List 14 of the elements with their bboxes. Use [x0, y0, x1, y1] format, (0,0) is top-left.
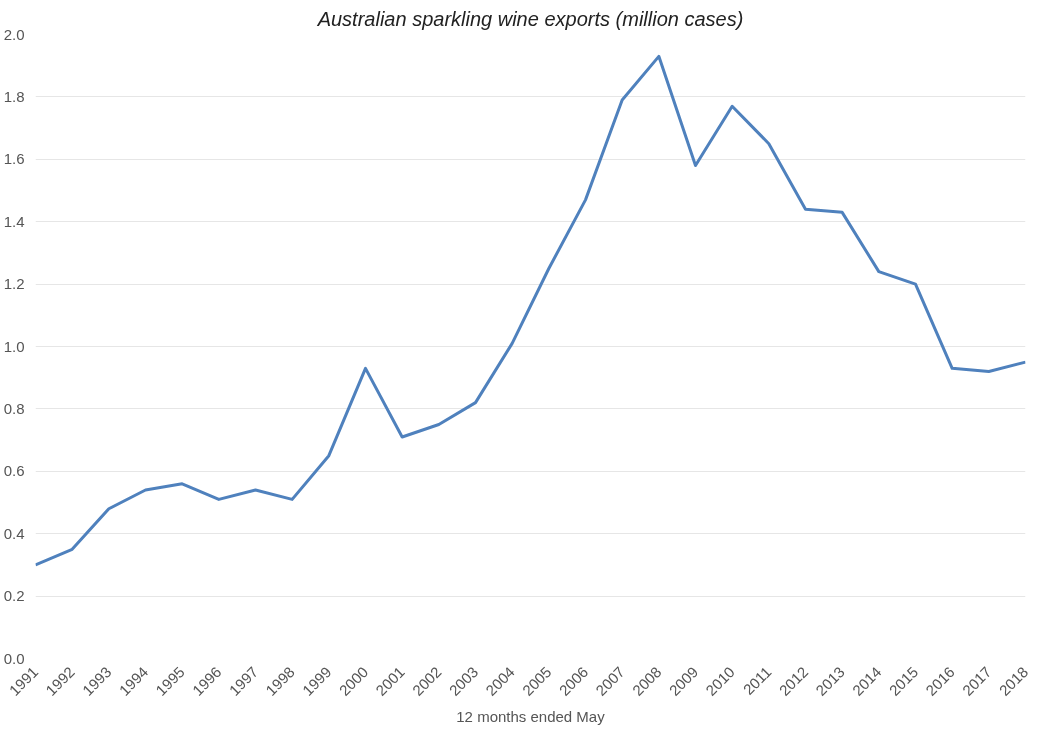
y-tick-label: 0.0 — [3, 649, 25, 667]
x-axis-title: 12 months ended May — [456, 708, 606, 726]
y-tick-label: 1.2 — [3, 275, 25, 293]
y-tick-label: 1.6 — [3, 150, 25, 168]
y-tick-label: 1.0 — [3, 337, 25, 355]
line-series — [35, 54, 1026, 567]
y-tick-label: 2.0 — [3, 25, 25, 43]
y-tick-label: 0.2 — [3, 587, 25, 605]
y-tick-label: 0.8 — [3, 399, 25, 417]
y-tick-label: 0.4 — [3, 524, 25, 542]
y-tick-label: 1.8 — [3, 87, 25, 105]
y-tick-label: 0.6 — [3, 462, 25, 480]
y-tick-label: 1.4 — [3, 212, 25, 230]
chart-title: Australian sparkling wine exports (million cases) — [316, 7, 744, 30]
